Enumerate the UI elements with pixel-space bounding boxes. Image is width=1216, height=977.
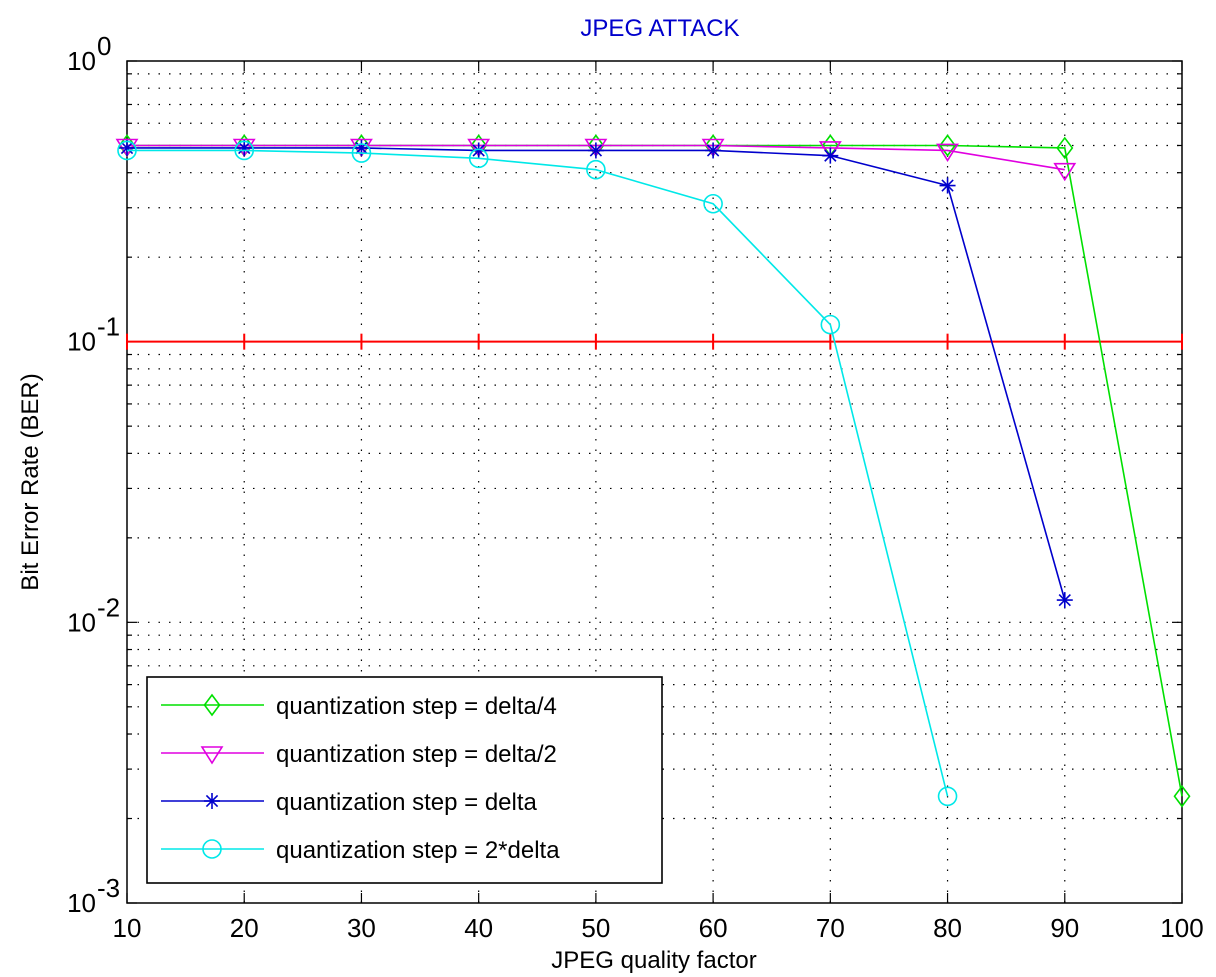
y-axis-label: Bit Error Rate (BER) [17, 373, 44, 590]
grid-lines [127, 61, 1182, 903]
data-point [119, 139, 135, 156]
data-point [468, 148, 489, 169]
data-point [1173, 784, 1191, 808]
y-tick-exponent: -2 [97, 592, 120, 622]
series-line [127, 149, 949, 797]
series-circle [117, 140, 958, 807]
data-point [584, 138, 608, 157]
data-point [351, 143, 372, 163]
series-star [119, 139, 1073, 609]
legend-item: quantization step = delta/4 [161, 693, 557, 720]
data-point [236, 139, 253, 156]
data-point [586, 159, 606, 180]
x-tick-label: 50 [581, 913, 610, 943]
legend-label: quantization step = delta/2 [276, 741, 557, 768]
legend-item: quantization step = 2*delta [161, 837, 560, 864]
data-point [703, 193, 723, 214]
y-tick-label: 10 [67, 888, 96, 918]
series-group [115, 134, 1191, 808]
x-tick-label: 10 [113, 913, 142, 943]
legend-item: quantization step = delta [161, 789, 538, 816]
data-point-stroke [941, 179, 954, 192]
data-point [936, 143, 959, 162]
data-point-stroke [205, 794, 219, 808]
data-point-stroke [1058, 593, 1071, 607]
y-tick-exponent: -3 [97, 873, 120, 903]
data-point [1053, 162, 1077, 182]
legend: quantization step = delta/4 quantization … [146, 676, 663, 884]
data-point-stroke [706, 144, 720, 157]
data-point [202, 839, 222, 859]
data-point [939, 177, 956, 194]
legend-item: quantization step = delta/2 [161, 741, 557, 768]
x-tick-labels: 10 20 30 40 50 60 70 80 90 100 [113, 913, 1204, 943]
data-point [203, 693, 221, 717]
data-point [117, 140, 137, 161]
data-point [939, 134, 957, 157]
data-point [1056, 136, 1074, 160]
x-tick-label: 20 [230, 913, 259, 943]
y-tick-exponent: -1 [97, 312, 120, 342]
data-point-stroke [238, 141, 251, 155]
data-point [705, 142, 722, 159]
data-point-stroke [824, 149, 837, 162]
data-point-stroke [589, 144, 603, 157]
data-point [937, 786, 958, 807]
data-point [701, 138, 725, 157]
data-point-stroke [472, 144, 485, 157]
data-point [587, 142, 604, 159]
x-tick-label: 100 [1160, 913, 1203, 943]
legend-label: quantization step = delta/4 [276, 693, 557, 720]
data-point-stroke [120, 141, 134, 155]
data-point [820, 314, 841, 335]
legend-label: quantization step = 2*delta [276, 837, 560, 864]
x-tick-label: 40 [464, 913, 493, 943]
y-tick-label: 10 [67, 327, 96, 357]
legend-label: quantization step = delta [276, 789, 538, 816]
threshold-line [126, 333, 1183, 350]
y-tick-label: 10 [67, 46, 96, 76]
x-tick-label: 30 [347, 913, 376, 943]
data-point [467, 138, 491, 157]
x-tick-label: 70 [816, 913, 845, 943]
y-tick-label: 10 [67, 607, 96, 637]
x-axis-label: JPEG quality factor [551, 947, 756, 974]
data-point [1056, 592, 1073, 609]
data-point [204, 793, 220, 809]
x-tick-label: 80 [933, 913, 962, 943]
data-point [234, 140, 255, 161]
data-point [200, 746, 224, 765]
chart-title: JPEG ATTACK [580, 15, 739, 42]
x-tick-label: 60 [699, 913, 728, 943]
x-tick-label: 90 [1050, 913, 1079, 943]
data-point [822, 147, 839, 164]
y-tick-exponent: 0 [97, 31, 111, 61]
